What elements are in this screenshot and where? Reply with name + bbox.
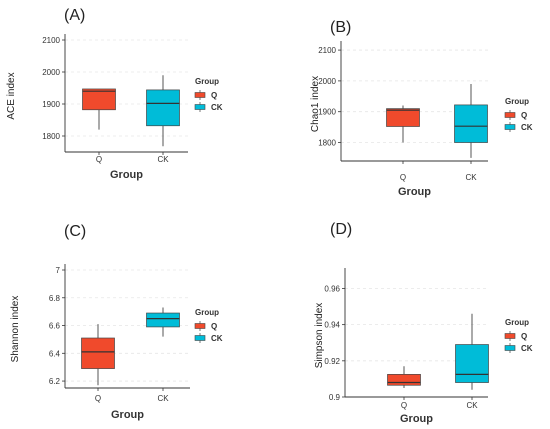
- x-tick-label: CK: [466, 401, 478, 410]
- chart-panel-b: (B) 1800 1900 2000 2100 Q CK Group Chao1 index Gr…: [310, 19, 533, 198]
- y-tick-label: 6.4: [49, 349, 61, 358]
- y-tick-label: 2000: [42, 68, 60, 77]
- legend-key-q: [194, 92, 206, 98]
- legend-entry-q: Q: [211, 91, 217, 100]
- y-tick-label: 1800: [42, 132, 60, 141]
- y-tick-label: 0.9: [329, 393, 341, 402]
- box-q: [82, 88, 116, 111]
- x-tick-label: Q: [401, 401, 407, 410]
- y-tick-label: 0.92: [324, 357, 340, 366]
- y-tick-label: 1800: [318, 139, 336, 148]
- y-axis-title: Chao1 index: [310, 76, 321, 132]
- x-axis-title: Group: [111, 409, 144, 421]
- x-tick-label: Q: [95, 394, 101, 403]
- legend-title: Group: [505, 318, 529, 327]
- panel-label: (A): [64, 7, 85, 24]
- y-tick-label: 2100: [42, 36, 60, 45]
- legend-key-q: [504, 112, 516, 118]
- y-tick-label: 0.96: [324, 284, 340, 293]
- x-tick-label: CK: [157, 155, 169, 164]
- x-tick-label: CK: [465, 173, 477, 182]
- legend-key-ck: [194, 104, 206, 110]
- legend-entry-q: Q: [521, 332, 527, 341]
- legend-entry-q: Q: [521, 111, 527, 120]
- y-axis-title: ACE index: [6, 72, 17, 119]
- y-tick-label: 6.6: [49, 322, 61, 331]
- x-tick-label: CK: [157, 394, 169, 403]
- panel-label: (B): [330, 19, 351, 36]
- y-tick-label: 6.8: [49, 294, 61, 303]
- x-axis-title: Group: [398, 186, 431, 198]
- panel-label: (C): [64, 223, 86, 240]
- legend-key-q: [504, 333, 516, 339]
- x-axis-title: Group: [400, 413, 433, 425]
- box-ck: [455, 344, 489, 383]
- y-tick-label: 2100: [318, 46, 336, 55]
- legend-key-ck: [504, 345, 516, 351]
- box-ck: [454, 104, 488, 143]
- chart-panel-a: (A) 1800 1900 2000 2100 Q CK Group ACE index Grou…: [6, 7, 223, 181]
- y-axis-title: Shannon index: [10, 296, 21, 363]
- box-ck: [146, 312, 180, 328]
- y-axis-title: Simpson index: [314, 303, 325, 369]
- legend-entry-ck: CK: [521, 123, 533, 132]
- box-q: [81, 337, 115, 369]
- legend-title: Group: [505, 97, 529, 106]
- chart-panel-c: (C) 6.2 6.4 6.6 6.8 7 Q CK Group Shannon index Gro…: [10, 223, 223, 421]
- y-tick-label: 7: [56, 266, 61, 275]
- box-ck: [146, 89, 180, 127]
- legend-entry-ck: CK: [211, 103, 223, 112]
- legend-key-ck: [194, 335, 206, 341]
- x-axis-title: Group: [110, 169, 143, 181]
- box-q: [387, 374, 421, 386]
- legend-key-q: [194, 323, 206, 329]
- legend-entry-q: Q: [211, 322, 217, 331]
- chart-panel-d: (D) 0.9 0.92 0.94 0.96 Q CK Group Simpson index G…: [314, 221, 533, 425]
- legend-entry-ck: CK: [211, 334, 223, 343]
- y-tick-label: 1900: [318, 108, 336, 117]
- legend: Group Q CK: [194, 308, 223, 343]
- legend-entry-ck: CK: [521, 344, 533, 353]
- legend: Group Q CK: [194, 77, 223, 112]
- legend: Group Q CK: [504, 97, 533, 132]
- y-tick-label: 1900: [42, 100, 60, 109]
- legend-title: Group: [195, 77, 219, 86]
- x-tick-label: Q: [96, 155, 102, 164]
- x-tick-label: Q: [400, 173, 406, 182]
- panel-label: (D): [330, 221, 352, 238]
- legend-title: Group: [195, 308, 219, 317]
- box-q: [386, 108, 420, 127]
- y-tick-label: 2000: [318, 77, 336, 86]
- legend: Group Q CK: [504, 318, 533, 353]
- y-tick-label: 0.94: [324, 321, 340, 330]
- y-tick-label: 6.2: [49, 377, 61, 386]
- legend-key-ck: [504, 124, 516, 130]
